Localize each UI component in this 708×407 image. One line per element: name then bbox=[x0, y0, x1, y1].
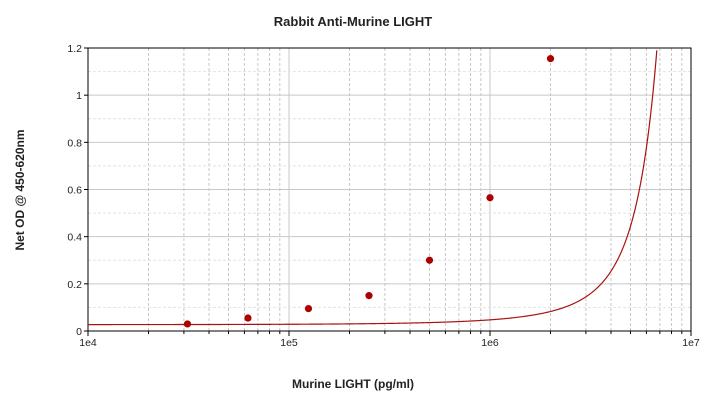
fit-curve bbox=[88, 50, 658, 326]
y-axis-title: Net OD @ 450-620nm bbox=[13, 129, 27, 250]
chart-title: Rabbit Anti-Murine LIGHT bbox=[274, 14, 432, 29]
data-point bbox=[425, 256, 434, 264]
y-tick-label: 1.2 bbox=[67, 43, 82, 55]
data-point bbox=[365, 292, 373, 300]
curve-layer bbox=[88, 50, 658, 326]
x-tick-label: 1e5 bbox=[280, 337, 298, 349]
x-tick-label: 1e6 bbox=[481, 337, 499, 349]
x-tick-label: 1e7 bbox=[682, 337, 700, 349]
y-tick-label: 0 bbox=[76, 326, 82, 338]
data-point bbox=[183, 320, 192, 328]
y-tick-label: 0.8 bbox=[67, 137, 82, 149]
data-point bbox=[244, 314, 252, 322]
data-point bbox=[304, 304, 313, 313]
x-tick-label: 1e4 bbox=[79, 337, 97, 349]
point-layer bbox=[183, 55, 555, 328]
y-tick-label: 0.6 bbox=[67, 185, 82, 197]
y-tick-label: 0.4 bbox=[67, 232, 82, 244]
y-tick-label: 1 bbox=[76, 90, 82, 102]
y-tick-label: 0.2 bbox=[67, 279, 82, 291]
grid-layer bbox=[88, 47, 691, 332]
axis-layer: 0 0.2 0.4 0.6 0.8 1 1.2 1e4 1e5 1e6 1e7 bbox=[67, 43, 700, 349]
data-point bbox=[546, 55, 555, 63]
data-point bbox=[486, 194, 494, 202]
x-axis-title: Murine LIGHT (pg/ml) bbox=[292, 377, 414, 391]
